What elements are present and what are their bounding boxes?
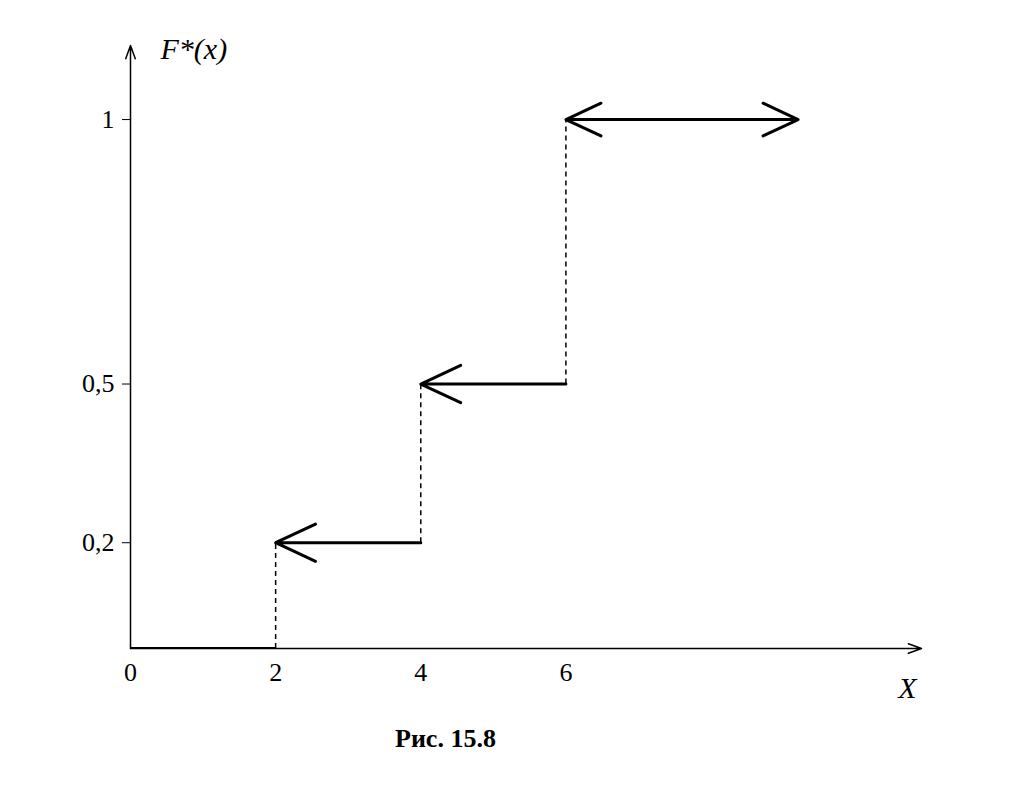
svg-text:0,5: 0,5: [82, 369, 115, 398]
svg-text:0,2: 0,2: [82, 528, 115, 557]
svg-text:4: 4: [414, 658, 427, 687]
svg-text:6: 6: [559, 658, 572, 687]
svg-text:X: X: [897, 671, 918, 704]
svg-text:1: 1: [102, 105, 115, 134]
html-text:Рис. 15.8: Рис. 15.8: [395, 724, 496, 753]
svg-text:0: 0: [124, 658, 137, 687]
svg-text:F*(x): F*(x): [160, 32, 228, 66]
svg-text:2: 2: [269, 658, 282, 687]
